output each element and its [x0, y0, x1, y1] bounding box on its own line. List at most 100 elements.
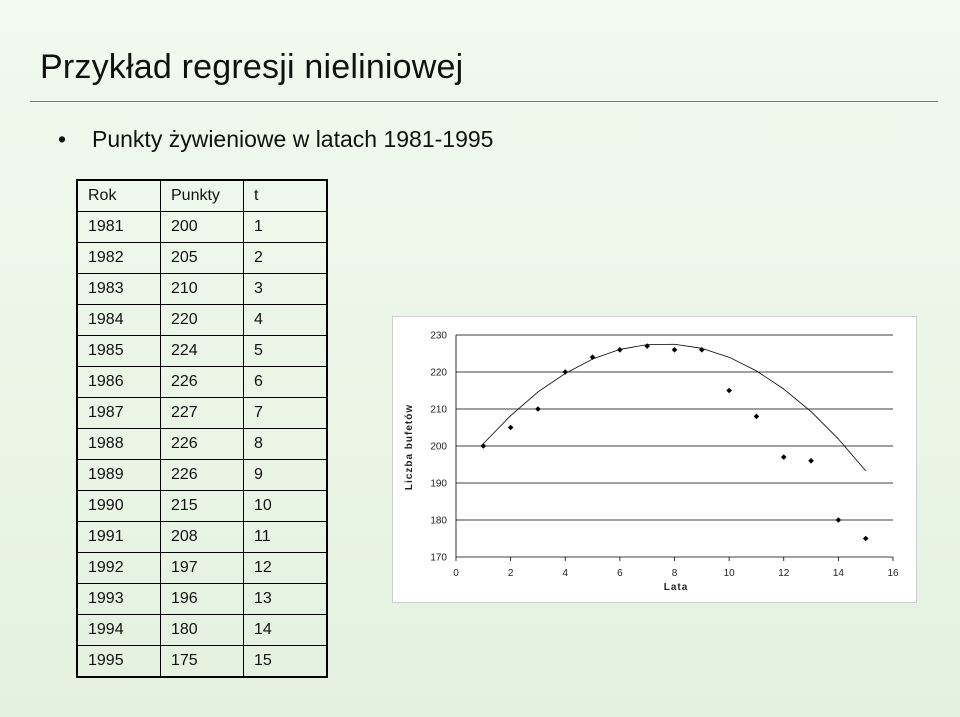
- table-row: 1981 200 1: [76, 211, 328, 243]
- table-row: 1995 175 15: [76, 645, 328, 678]
- data-point: [644, 343, 650, 349]
- cell-punkty: 200: [160, 211, 244, 243]
- table-row: 1989 226 9: [76, 459, 328, 491]
- cell-rok: 1988: [76, 428, 161, 460]
- table-row: 1983 210 3: [76, 273, 328, 305]
- x-tick-label: 2: [508, 568, 514, 579]
- x-tick-label: 14: [833, 568, 845, 579]
- cell-rok: 1981: [76, 211, 161, 243]
- cell-t: 13: [243, 583, 328, 615]
- cell-t: 1: [243, 211, 328, 243]
- cell-punkty: 226: [160, 366, 244, 398]
- cell-rok: 1985: [76, 335, 161, 367]
- cell-rok: 1983: [76, 273, 161, 305]
- data-point: [562, 369, 569, 375]
- cell-t: 11: [243, 521, 328, 553]
- table-row: 1987 227 7: [76, 397, 328, 429]
- cell-t: 15: [243, 645, 328, 678]
- table-body: 1981 200 1 1982 205 2 1983 210 3 1984 220 4 1985 224 5…: [76, 211, 328, 678]
- bullet-dot-icon: •: [58, 126, 67, 152]
- cell-t: 9: [243, 459, 328, 491]
- table-header-row: Rok Punkty t: [76, 179, 328, 212]
- data-table: Rok Punkty t 1981 200 1 1982 205 2 1983 210 3 198…: [76, 179, 328, 678]
- cell-punkty: 196: [160, 583, 244, 615]
- cell-rok: 1995: [76, 645, 161, 678]
- cell-rok: 1989: [76, 459, 161, 491]
- cell-punkty: 226: [160, 428, 244, 460]
- table-row: 1993 196 13: [76, 583, 328, 615]
- x-tick-label: 6: [617, 568, 623, 579]
- cell-punkty: 226: [160, 459, 244, 491]
- cell-punkty: 220: [160, 304, 244, 336]
- x-tick-label: 12: [778, 568, 790, 579]
- cell-t: 2: [243, 242, 328, 274]
- cell-rok: 1993: [76, 583, 161, 615]
- y-axis-label: Liczba bufetów: [404, 404, 415, 490]
- data-point: [480, 443, 487, 449]
- data-point: [507, 424, 514, 431]
- y-tick-label: 210: [430, 405, 447, 416]
- data-point: [753, 413, 760, 420]
- x-axis-label: Lata: [664, 582, 689, 593]
- y-tick-label: 200: [430, 442, 447, 453]
- table-row: 1992 197 12: [76, 552, 328, 584]
- cell-t: 5: [243, 335, 328, 367]
- cell-rok: 1984: [76, 304, 161, 336]
- title-divider: [30, 101, 938, 102]
- slide-title: Przykład regresji nieliniowej: [40, 48, 464, 86]
- cell-rok: 1986: [76, 366, 161, 398]
- chart-panel: 170 180 190 200 210 220 230 0 2 4 6 8 10 12 14 16 Lata …: [392, 316, 917, 603]
- data-point: [617, 347, 623, 353]
- header-rok: Rok: [76, 179, 161, 212]
- table-row: 1982 205 2: [76, 242, 328, 274]
- y-tick-label: 220: [430, 368, 447, 379]
- data-point: [589, 354, 596, 360]
- y-tick-label: 230: [430, 331, 447, 342]
- header-punkty: Punkty: [160, 179, 244, 212]
- data-point: [780, 454, 787, 460]
- cell-t: 7: [243, 397, 328, 429]
- cell-punkty: 210: [160, 273, 244, 305]
- bullet-item: • Punkty żywieniowe w latach 1981-1995: [58, 126, 493, 153]
- cell-punkty: 215: [160, 490, 244, 522]
- cell-rok: 1992: [76, 552, 161, 584]
- table-row: 1991 208 11: [76, 521, 328, 553]
- cell-punkty: 205: [160, 242, 244, 274]
- x-tick-label: 8: [672, 568, 678, 579]
- x-tick-label: 10: [724, 568, 736, 579]
- table-row: 1986 226 6: [76, 366, 328, 398]
- cell-punkty: 227: [160, 397, 244, 429]
- y-tick-label: 170: [430, 553, 447, 564]
- cell-punkty: 197: [160, 552, 244, 584]
- bullet-text: Punkty żywieniowe w latach 1981-1995: [92, 126, 494, 152]
- x-tick-label: 16: [887, 568, 899, 579]
- cell-rok: 1994: [76, 614, 161, 646]
- cell-punkty: 180: [160, 614, 244, 646]
- table-row: 1984 220 4: [76, 304, 328, 336]
- table-row: 1990 215 10: [76, 490, 328, 522]
- cell-t: 12: [243, 552, 328, 584]
- cell-rok: 1987: [76, 397, 161, 429]
- cell-rok: 1990: [76, 490, 161, 522]
- x-tick-label: 4: [562, 568, 568, 579]
- table-row: 1994 180 14: [76, 614, 328, 646]
- x-tick-label: 0: [453, 568, 459, 579]
- data-point: [671, 347, 678, 353]
- data-point: [835, 517, 842, 523]
- cell-t: 3: [243, 273, 328, 305]
- trend-line: [483, 343, 866, 472]
- y-tick-label: 180: [430, 516, 447, 527]
- cell-t: 10: [243, 490, 328, 522]
- cell-punkty: 208: [160, 521, 244, 553]
- cell-punkty: 224: [160, 335, 244, 367]
- cell-punkty: 175: [160, 645, 244, 678]
- y-tick-label: 190: [430, 479, 447, 490]
- table-row: 1985 224 5: [76, 335, 328, 367]
- cell-t: 6: [243, 366, 328, 398]
- data-point: [808, 458, 814, 464]
- cell-rok: 1982: [76, 242, 161, 274]
- cell-rok: 1991: [76, 521, 161, 553]
- data-point: [726, 387, 732, 394]
- data-point: [535, 406, 541, 412]
